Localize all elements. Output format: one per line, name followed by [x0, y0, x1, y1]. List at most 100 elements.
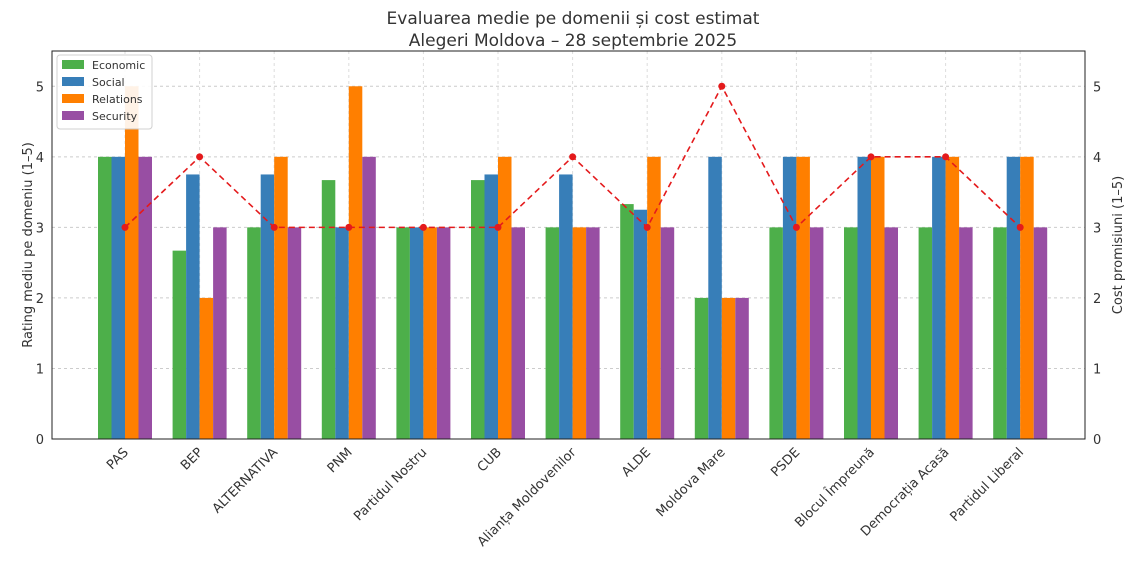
bar-security [809, 227, 824, 439]
bar-security [436, 227, 451, 439]
bar-social [409, 227, 424, 439]
y2-tick-label: 0 [1093, 433, 1101, 448]
legend-label-economic: Economic [92, 59, 145, 72]
bar-relations [423, 227, 437, 439]
bar-economic [993, 227, 1007, 439]
legend-swatch-social [62, 77, 84, 86]
bar-security [287, 227, 302, 439]
x-tick-label: Partidul Liberal [947, 445, 1027, 525]
cost-point [121, 223, 129, 231]
bar-economic [918, 227, 933, 439]
x-tick-label: ALTERNATIVA [210, 445, 281, 516]
y-tick-label: 4 [36, 151, 44, 166]
cost-point [494, 223, 502, 231]
bar-security [660, 227, 675, 439]
legend-label-relations: Relations [92, 93, 143, 106]
bar-relations [348, 86, 363, 439]
bar-social [559, 174, 573, 440]
bar-relations [572, 227, 587, 439]
bar-security [586, 227, 600, 439]
legend-swatch-relations [62, 94, 84, 103]
y2-tick-label: 2 [1093, 292, 1101, 307]
bar-security [138, 156, 152, 439]
y-tick-label: 2 [36, 292, 44, 307]
bar-security [1033, 227, 1048, 439]
chart-title: Evaluarea medie pe domenii și cost estim… [387, 9, 760, 29]
bar-security [362, 156, 376, 439]
bar-relations [871, 156, 885, 439]
cost-point [345, 223, 353, 231]
x-tick-label: Moldova Mare [654, 445, 729, 520]
y-tick-label: 5 [36, 80, 44, 95]
plot-frame [51, 50, 1086, 440]
bar-social [186, 174, 200, 440]
legend-label-security: Security [92, 110, 138, 123]
y-tick-label: 3 [36, 221, 44, 236]
bar-economic [769, 227, 783, 439]
x-tick-label: Blocul Împreună [792, 445, 878, 531]
bar-security [735, 297, 749, 439]
cost-point [718, 82, 726, 90]
x-tick-label: PSDE [768, 445, 803, 480]
cost-point [569, 153, 577, 161]
bar-security [959, 227, 973, 439]
bar-relations [796, 156, 810, 439]
x-tick-label: ALDE [619, 445, 654, 480]
y2-tick-label: 5 [1093, 80, 1101, 95]
cost-point [942, 153, 950, 161]
bar-security [213, 227, 227, 439]
y2-tick-label: 1 [1093, 362, 1101, 377]
y-tick-label: 0 [36, 433, 44, 448]
bar-security [511, 227, 525, 439]
cost-point [196, 153, 204, 161]
bar-relations [274, 156, 288, 439]
legend-swatch-security [62, 111, 84, 120]
y2-axis-label: Cost promisiuni (1–5) [1111, 176, 1126, 314]
legend-box [56, 54, 153, 130]
bar-economic [396, 227, 410, 439]
bar-social [782, 156, 797, 439]
x-tick-label: Partidul Nostru [351, 445, 430, 524]
bar-economic [620, 204, 634, 439]
bar-social [633, 209, 648, 439]
y2-tick-label: 4 [1093, 151, 1101, 166]
y-axis-label: Rating mediu pe domeniu (1–5) [21, 142, 36, 348]
bar-economic [247, 227, 261, 439]
bar-social [708, 156, 722, 439]
bar-social [484, 174, 498, 440]
bar-relations [199, 297, 214, 439]
legend-label-social: Social [92, 76, 125, 89]
cost-point [643, 223, 651, 231]
x-tick-label: PAS [104, 445, 132, 473]
legend-swatch-economic [62, 60, 84, 69]
cost-point [270, 223, 278, 231]
bar-social [111, 156, 125, 439]
bar-economic [694, 297, 709, 439]
bar-economic [844, 227, 858, 439]
y-tick-label: 1 [36, 362, 44, 377]
bar-relations [721, 297, 736, 439]
bar-economic [98, 156, 112, 439]
cost-point [867, 153, 875, 161]
chart-subtitle: Alegeri Moldova – 28 septembrie 2025 [409, 31, 737, 51]
bar-economic [321, 180, 336, 439]
bar-relations [125, 86, 139, 439]
cost-point [792, 223, 800, 231]
bar-economic [545, 227, 560, 439]
bar-social [857, 156, 871, 439]
bar-relations [945, 156, 960, 439]
bar-social [260, 174, 275, 440]
x-tick-label: CUB [475, 445, 505, 475]
cost-point [419, 223, 427, 231]
bar-relations [647, 156, 661, 439]
bar-economic [172, 250, 187, 439]
cost-point [1016, 223, 1024, 231]
bar-security [884, 227, 898, 439]
bar-economic [471, 180, 485, 439]
bar-social [335, 227, 349, 439]
y2-tick-label: 3 [1093, 221, 1101, 236]
x-tick-label: PNM [325, 445, 356, 476]
bar-social [1006, 156, 1021, 439]
